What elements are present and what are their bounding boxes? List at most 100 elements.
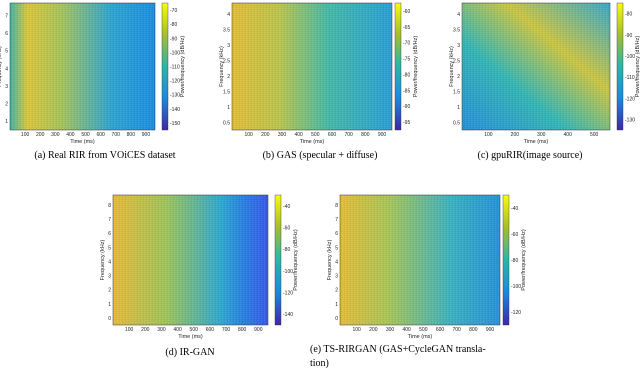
y-tick-label: 3.5 <box>453 27 460 33</box>
colorbar-tick-label: -65 <box>403 25 410 31</box>
colorbar-tick-label: -140 <box>170 107 180 113</box>
colorbar-tick-label: -80 <box>625 12 632 18</box>
x-tick-label: 800 <box>361 132 370 138</box>
x-tick-label: 100 <box>484 132 493 138</box>
plot-frame <box>112 194 269 326</box>
x-tick-label: 100 <box>244 132 253 138</box>
x-tick-label: 300 <box>537 132 546 138</box>
caption: (d) IR-GAN <box>165 347 214 358</box>
y-tick-label: 6 <box>108 231 111 237</box>
x-tick-label: 400 <box>173 327 182 333</box>
y-tick-label: 4 <box>335 259 338 265</box>
y-axis-label: Frequency (kHz) <box>0 46 3 87</box>
colorbar-tick-label: -80 <box>403 72 410 78</box>
x-tick-label: 100 <box>352 327 361 333</box>
subfigure: 100 200 300 400 500 600 700 800 900 1 2 3 4 5 6 7 Time (… <box>0 2 186 161</box>
colorbar-tick-label: -40 <box>283 204 290 210</box>
y-tick-label: 3 <box>335 274 338 280</box>
colorbar-tick-label: -80 <box>170 22 177 28</box>
colorbar-tick-label: -80 <box>511 258 518 264</box>
spectrogram-texture <box>462 3 610 130</box>
x-tick-label: 300 <box>278 132 287 138</box>
x-tick-label: 200 <box>369 327 378 333</box>
y-tick-label: 4 <box>457 12 460 18</box>
y-tick-label: 2 <box>227 74 230 80</box>
y-tick-label: 4 <box>108 259 111 265</box>
y-tick-label: 0.5 <box>223 120 230 126</box>
x-tick-label: 500 <box>311 132 320 138</box>
colorbar-tick-label: -90 <box>403 104 410 110</box>
y-tick-label: 3 <box>5 84 8 90</box>
colorbar-label: Power/frequency (dB/Hz) <box>180 36 186 98</box>
colorbar-tick-label: -40 <box>511 206 518 212</box>
y-tick-label: 7 <box>5 13 8 19</box>
x-tick-label: 500 <box>419 327 428 333</box>
subfigure: 100 200 300 400 500 600 700 800 900 0.5 1 1.5 2 2.5 3 3… <box>219 2 419 161</box>
x-axis-label: Time (ms) <box>300 139 325 145</box>
spectrogram-texture <box>10 3 155 130</box>
colorbar-tick-label: -100 <box>283 269 293 275</box>
colorbar-tick-label: -100 <box>170 50 180 56</box>
y-tick-label: 5 <box>335 245 338 251</box>
y-axis-label: Frequency (kHz) <box>327 240 333 281</box>
plot-frame <box>9 2 156 131</box>
x-axis-label: Time (ms) <box>408 334 433 340</box>
x-tick-label: 200 <box>261 132 270 138</box>
x-tick-label: 800 <box>127 132 136 138</box>
y-tick-label: 1 <box>335 302 338 308</box>
x-tick-label: 400 <box>402 327 411 333</box>
colorbar-tick-label: -120 <box>283 291 293 297</box>
spectrogram-texture <box>232 3 392 130</box>
x-tick-label: 600 <box>96 132 105 138</box>
colorbar-tick-label: -130 <box>170 93 180 99</box>
x-tick-label: 500 <box>81 132 90 138</box>
x-axis-label: Time (ms) <box>178 334 203 340</box>
x-tick-label: 900 <box>378 132 387 138</box>
subfigure: 100 200 300 400 500 0.5 1 1.5 2 2.5 3 3.5 4 Time (ms)… <box>449 2 640 161</box>
x-tick-label: 400 <box>66 132 75 138</box>
y-tick-label: 7 <box>335 217 338 223</box>
y-tick-label: 2 <box>335 288 338 294</box>
x-tick-label: 400 <box>294 132 303 138</box>
colorbar <box>394 2 402 131</box>
colorbar-tick-label: -75 <box>403 57 410 63</box>
caption: tion) <box>310 358 329 369</box>
y-tick-label: 8 <box>108 203 111 209</box>
y-tick-label: 1 <box>108 302 111 308</box>
subfigure: 100 200 300 400 500 600 700 800 900 0 1 2 3 4 5 6 7 8 Time… <box>100 194 299 358</box>
colorbar-tick-label: -90 <box>625 33 632 39</box>
y-tick-label: 2 <box>457 74 460 80</box>
caption: (e) TS-RIRGAN (GAS+CycleGAN transla- <box>310 344 486 355</box>
caption: (b) GAS (specular + diffuse) <box>263 150 378 161</box>
x-tick-label: 700 <box>112 132 121 138</box>
colorbar-tick-label: -120 <box>625 96 635 102</box>
x-tick-label: 900 <box>254 327 263 333</box>
y-tick-label: 1 <box>227 105 230 111</box>
colorbar-tick-label: -90 <box>170 36 177 42</box>
x-tick-label: 300 <box>386 327 395 333</box>
colorbar-tick-label: -150 <box>170 121 180 127</box>
colorbar-tick-label: -80 <box>283 247 290 253</box>
colorbar-tick-label: -95 <box>403 120 410 126</box>
spectrogram-texture <box>113 195 268 325</box>
colorbar <box>616 2 624 131</box>
y-tick-label: 4 <box>5 66 8 72</box>
x-tick-label: 500 <box>590 132 599 138</box>
colorbar-tick-label: -85 <box>403 88 410 94</box>
y-tick-label: 8 <box>335 203 338 209</box>
y-tick-label: 1 <box>5 119 8 125</box>
x-tick-label: 100 <box>125 327 134 333</box>
colorbar-tick-label: -60 <box>403 9 410 15</box>
colorbar-label: Power/frequency (dB/Hz) <box>413 36 419 98</box>
y-tick-label: 2.5 <box>223 58 230 64</box>
caption: (c) gpuRIR(image source) <box>478 150 583 161</box>
colorbar-tick-label: -110 <box>625 75 635 81</box>
y-tick-label: 1 <box>457 105 460 111</box>
y-tick-label: 3 <box>108 274 111 280</box>
x-tick-label: 700 <box>222 327 231 333</box>
colorbar-tick-label: -100 <box>511 284 521 290</box>
colorbar-label: Power/frequency (dB/Hz) <box>293 229 299 291</box>
x-tick-label: 300 <box>51 132 60 138</box>
y-tick-label: 2 <box>5 102 8 108</box>
